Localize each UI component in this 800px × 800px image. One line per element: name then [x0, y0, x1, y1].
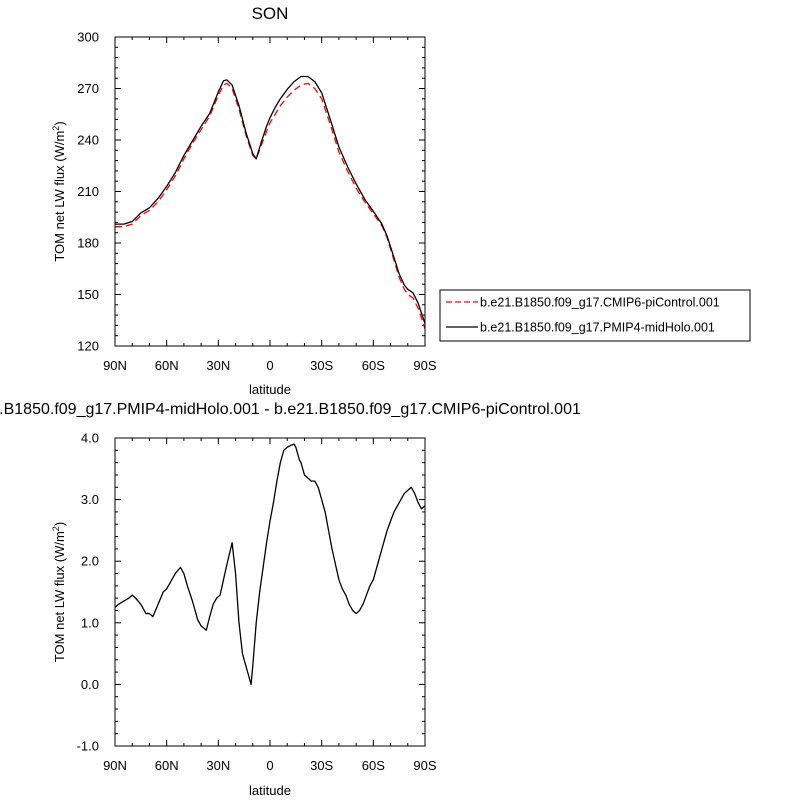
top-y-tick-label: 180	[77, 236, 99, 251]
bottom-x-tick-label: 30S	[310, 758, 333, 773]
bottom-x-tick-label: 90N	[103, 758, 127, 773]
top-y-tick-label: 210	[77, 184, 99, 199]
bottom-chart-x-axis-label: latitude	[249, 783, 291, 798]
top-chart-ticks: 90N 60N 30N 0 30S 60S 90S 120 150 180 210 240 270 300	[77, 30, 437, 374]
bottom-series-line-0	[114, 443, 426, 686]
bottom-x-tick-label: 60S	[362, 758, 385, 773]
top-x-tick-label: 0	[266, 358, 273, 373]
bottom-chart-frame	[114, 437, 426, 747]
top-chart-y-axis-label-close: )	[52, 121, 67, 125]
bottom-y-tick-label: -1.0	[77, 739, 99, 754]
bottom-x-tick-label: 60N	[155, 758, 179, 773]
top-x-tick-label: 30N	[206, 358, 230, 373]
bottom-y-tick-label: 1.0	[81, 615, 99, 630]
bottom-chart: b.e21.B1850.f09_g17.PMIP4-midHolo.001 - …	[0, 401, 581, 798]
bottom-chart-series	[114, 443, 426, 686]
top-y-tick-label: 300	[77, 30, 99, 45]
top-series-line-1	[115, 75, 426, 324]
bottom-y-tick-label: 0.0	[81, 677, 99, 692]
top-chart-series	[115, 75, 426, 330]
bottom-chart-y-axis-label-main: TOM net LW flux (W/m	[52, 531, 67, 662]
top-chart-y-axis-label-sup: 2	[51, 126, 61, 131]
top-chart-y-axis-label-main: TOM net LW flux (W/m	[52, 131, 67, 262]
bottom-chart-title: b.e21.B1850.f09_g17.PMIP4-midHolo.001 - …	[0, 401, 581, 418]
legend-frame	[439, 289, 751, 342]
top-y-tick-label: 270	[77, 81, 99, 96]
bottom-x-tick-label: 30N	[206, 758, 230, 773]
bottom-y-tick-label: 2.0	[81, 554, 99, 569]
top-x-tick-label: 30S	[310, 358, 333, 373]
bottom-chart-y-axis-label-close: )	[52, 522, 67, 526]
bottom-x-tick-label: 0	[266, 758, 273, 773]
top-chart-x-axis-label: latitude	[249, 382, 291, 397]
bottom-x-tick-label: 90S	[413, 758, 436, 773]
top-chart-frame	[114, 36, 426, 347]
top-x-tick-label: 60N	[155, 358, 179, 373]
bottom-chart-ticks: 90N 60N 30N 0 30S 60S 90S -1.0 0.0 1.0 2.0 3.0 4.0	[77, 431, 437, 774]
legend-label-picontrol: b.e21.B1850.f09_g17.CMIP6-piControl.001	[480, 296, 720, 310]
top-y-tick-label: 150	[77, 287, 99, 302]
top-y-tick-label: 240	[77, 133, 99, 148]
top-x-tick-label: 90N	[103, 358, 127, 373]
legend-label-midholo: b.e21.B1850.f09_g17.PMIP4-midHolo.001	[480, 321, 715, 335]
top-chart-title: SON	[252, 4, 289, 23]
top-chart: SON 90N 60N 30N 0 30S 60S 90S 120 150 180 210 240 27…	[51, 4, 437, 397]
bottom-chart-y-axis-label-sup: 2	[51, 526, 61, 531]
top-series-line-0	[115, 82, 426, 330]
top-x-tick-label: 60S	[362, 358, 385, 373]
legend: b.e21.B1850.f09_g17.CMIP6-piControl.001 …	[439, 289, 751, 342]
bottom-y-tick-label: 4.0	[81, 431, 99, 446]
top-x-tick-label: 90S	[413, 358, 436, 373]
bottom-chart-y-axis-label: TOM net LW flux (W/m2)	[51, 522, 67, 662]
top-chart-y-axis-label: TOM net LW flux (W/m2)	[51, 121, 67, 261]
top-y-tick-label: 120	[77, 339, 99, 354]
bottom-y-tick-label: 3.0	[81, 492, 99, 507]
